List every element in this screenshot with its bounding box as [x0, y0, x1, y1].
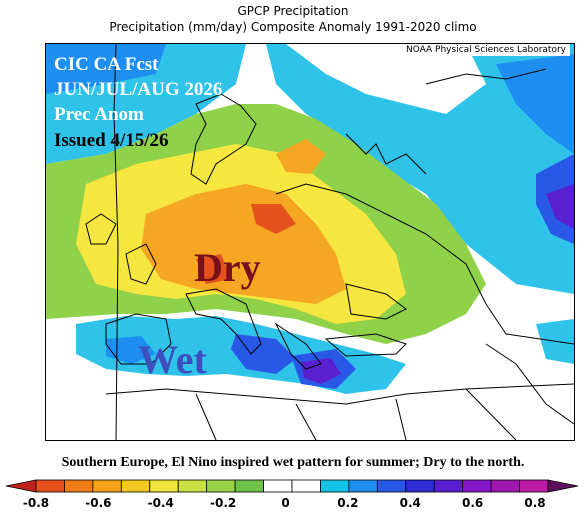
- colorbar-cell: [291, 479, 321, 493]
- chart-title: GPCP Precipitation: [237, 4, 349, 18]
- colorbar-tick-label: 0.4: [400, 496, 421, 510]
- colorbar-cell: [234, 479, 264, 493]
- colorbar-cell: [177, 479, 208, 493]
- colorbar-cell: [149, 479, 179, 493]
- credit-label: NOAA Physical Sciences Laboratory: [401, 44, 570, 56]
- chart-subtitle: Precipitation (mm/day) Composite Anomaly…: [109, 20, 477, 34]
- forecast-source: CIC CA Fcst: [54, 54, 159, 75]
- forecast-period: JUN/JUL/AUG 2026: [54, 79, 223, 100]
- colorbar-tick-label: -0.8: [23, 496, 49, 510]
- colorbar-tick-label: -0.2: [210, 496, 236, 510]
- colorbar-tick-label: 0.6: [462, 496, 483, 510]
- issued-date: Issued 4/15/26: [54, 130, 169, 151]
- colorbar-cell: [120, 479, 151, 493]
- precipitation-anomaly-map: NOAA Physical Sciences Laboratory CIC CA…: [45, 43, 575, 441]
- colorbar-cell: [348, 479, 378, 493]
- colorbar-cell: [263, 479, 293, 493]
- forecast-variable: Prec Anom: [54, 104, 144, 125]
- colorbar-cell: [519, 479, 549, 493]
- wet-region-northeast: [266, 44, 574, 294]
- colorbar-cell: [376, 479, 407, 493]
- colorbar-arrow-low: [5, 479, 37, 493]
- dry-region-core: [141, 184, 346, 304]
- anomaly-field: [46, 44, 574, 440]
- dry-label: Dry: [194, 245, 261, 290]
- colorbar-arrow-high: [547, 479, 579, 493]
- coastlines: [85, 44, 574, 440]
- wet-label: Wet: [138, 337, 207, 382]
- caption: Southern Europe, El Nino inspired wet pa…: [61, 455, 525, 470]
- colorbar-cell: [92, 479, 122, 493]
- colorbar-tick-label: -0.6: [85, 496, 111, 510]
- colorbar-cell: [35, 479, 65, 493]
- colorbar-cell: [462, 479, 492, 493]
- colorbar-tick-label: -0.4: [148, 496, 174, 510]
- colorbar-cell: [206, 479, 236, 493]
- colorbar-cell: [320, 479, 350, 493]
- colorbar-cell: [405, 479, 435, 493]
- colorbar-tick-label: 0: [281, 496, 289, 510]
- colorbar-cell: [433, 479, 464, 493]
- colorbar-tick-label: 0.8: [524, 496, 545, 510]
- colorbar-cell: [64, 479, 94, 493]
- colorbar-cell: [490, 479, 520, 493]
- colorbar-tick-label: 0.2: [337, 496, 358, 510]
- colorbar: -0.8 -0.6 -0.4 -0.2 0 0.2 0.4 0.6 0.8: [5, 479, 579, 510]
